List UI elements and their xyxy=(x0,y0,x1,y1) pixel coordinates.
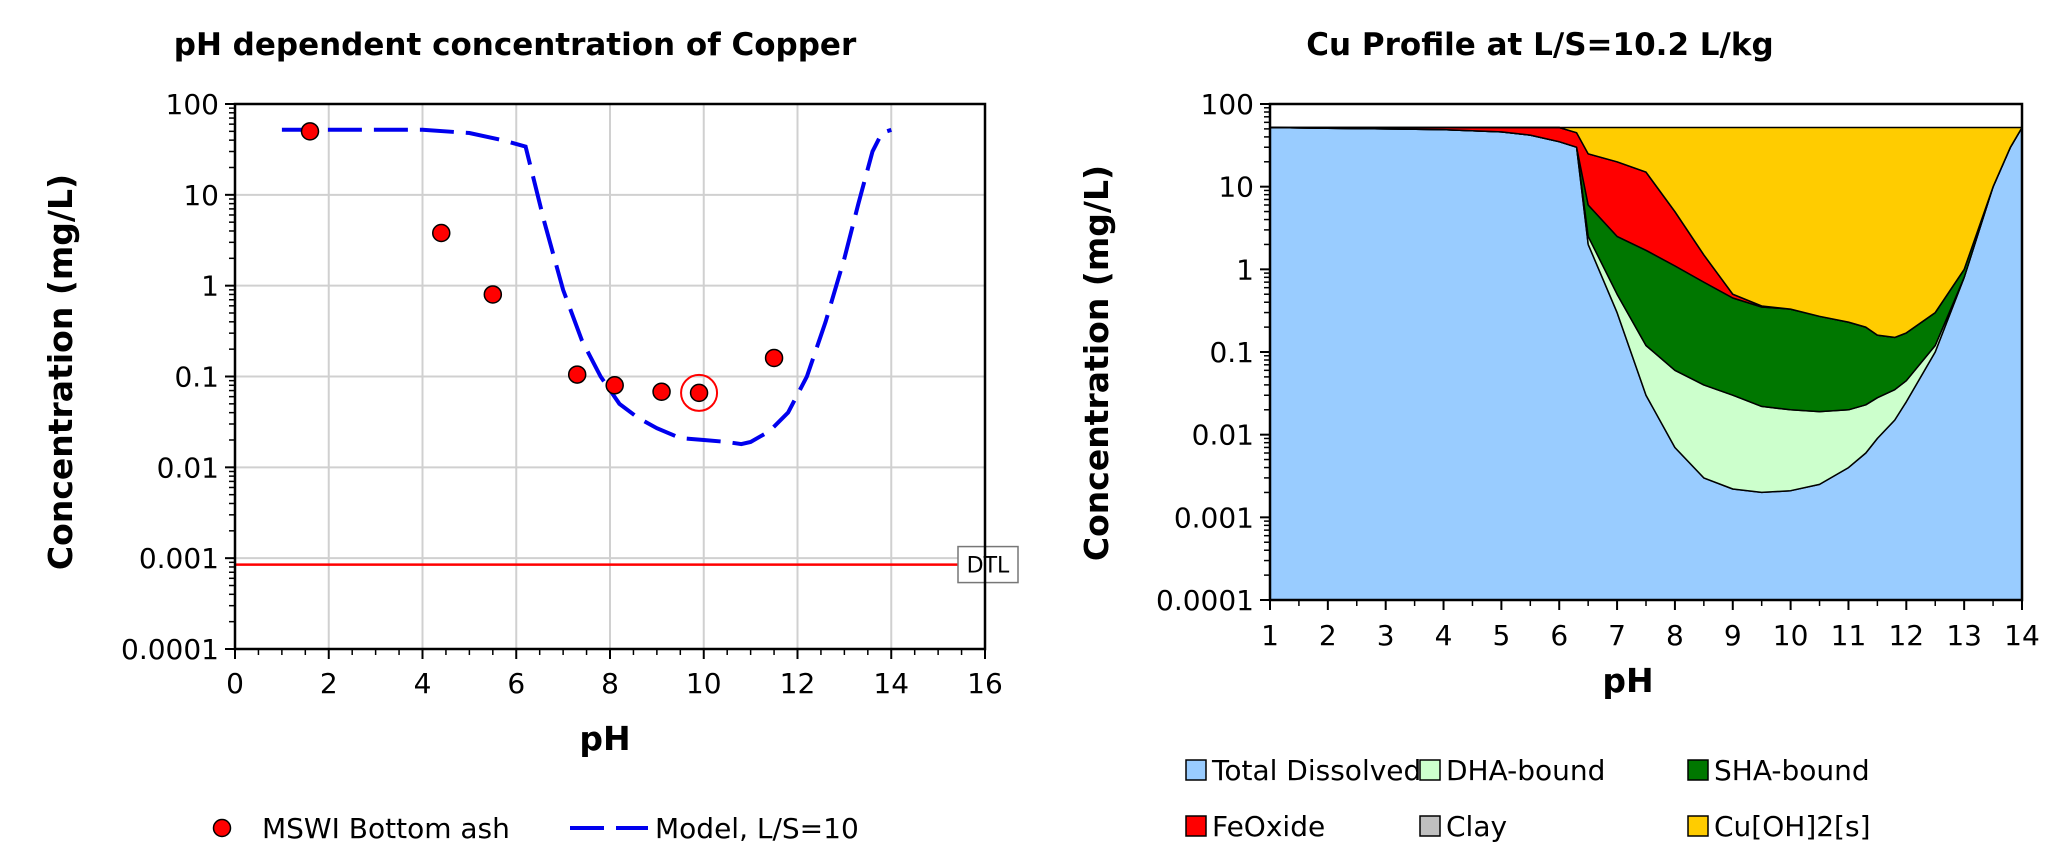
x-tick-label: 12 xyxy=(1888,619,1924,652)
data-point xyxy=(300,122,320,141)
x-tick-label: 1 xyxy=(1261,619,1279,652)
legend-label: Total Dissolved xyxy=(1211,754,1421,787)
legend-label-line: Model, L/S=10 xyxy=(655,812,859,845)
y-tick-label: 1 xyxy=(1236,253,1254,286)
left-axis-ticks: 0 2 4 6 8 10 12 14 16 0.0001 0.001 0.01 0.1 1 10 100 xyxy=(121,88,1003,700)
dtl-label-box xyxy=(957,545,1019,584)
x-tick-label: 16 xyxy=(967,667,1003,700)
x-tick-label: 10 xyxy=(686,667,722,700)
x-tick-label: 10 xyxy=(1773,619,1809,652)
y-tick-label: 0.1 xyxy=(1209,336,1254,369)
x-tick-label: 6 xyxy=(1550,619,1568,652)
x-tick-label: 9 xyxy=(1724,619,1742,652)
data-point xyxy=(567,365,587,384)
left-y-axis-title: Concentration (mg/L) xyxy=(41,174,80,570)
y-tick-label: 1 xyxy=(201,270,219,303)
y-tick-label: 0.01 xyxy=(157,451,219,484)
data-point xyxy=(432,223,451,243)
x-tick-label: 3 xyxy=(1377,619,1395,652)
x-tick-label: 13 xyxy=(1946,619,1982,652)
legend-swatch xyxy=(1185,759,1207,781)
legend-label: Clay xyxy=(1446,810,1507,843)
x-tick-label: 0 xyxy=(226,667,244,700)
y-tick-label: 0.001 xyxy=(139,542,219,575)
right-chart-title: Cu Profile at L/S=10.2 L/kg xyxy=(1306,27,1773,63)
legend-swatch xyxy=(1687,815,1709,837)
right-area-layers xyxy=(1270,104,2022,600)
y-tick-label: 100 xyxy=(166,88,219,121)
x-tick-label: 8 xyxy=(1666,619,1684,652)
y-tick-label: 10 xyxy=(183,179,219,212)
left-x-axis-title: pH xyxy=(579,719,630,758)
left-legend: MSWI Bottom ash Model, L/S=10 xyxy=(212,812,859,845)
legend-label: SHA-bound xyxy=(1714,754,1870,787)
x-tick-label: 12 xyxy=(780,667,816,700)
legend-swatch xyxy=(1185,815,1207,837)
right-chart: Cu Profile at L/S=10.2 L/kg 1 2 3 4 5 6 7 8 9 10 1… xyxy=(1077,27,2040,843)
legend-label: Cu[OH]2[s] xyxy=(1714,810,1871,843)
highlight-ring xyxy=(680,373,719,412)
data-point xyxy=(764,348,784,368)
right-x-axis-title: pH xyxy=(1602,661,1653,700)
area-cuoh2 xyxy=(1270,126,2022,339)
x-tick-label: 11 xyxy=(1831,619,1867,652)
dtl-label: DTL xyxy=(967,554,1010,579)
data-point xyxy=(689,383,709,403)
x-tick-label: 14 xyxy=(2004,619,2040,652)
y-tick-label: 0.01 xyxy=(1192,419,1254,452)
data-point xyxy=(605,376,624,395)
left-grid xyxy=(234,103,986,650)
x-tick-label: 14 xyxy=(873,667,909,700)
x-tick-label: 6 xyxy=(507,667,525,700)
y-tick-label: 0.1 xyxy=(174,361,219,394)
data-point xyxy=(483,285,503,304)
x-tick-label: 4 xyxy=(414,667,432,700)
left-series xyxy=(281,122,892,447)
right-area-stack xyxy=(1270,104,2022,600)
x-tick-label: 8 xyxy=(601,667,619,700)
data-point xyxy=(652,382,671,401)
x-tick-label: 7 xyxy=(1608,619,1626,652)
left-reference-line: DTL xyxy=(235,545,1019,584)
left-chart: pH dependent concentration of Copper DTL… xyxy=(41,27,1019,845)
x-tick-label: 2 xyxy=(320,667,338,700)
legend-swatch xyxy=(1419,815,1441,837)
legend-marker-points xyxy=(212,818,232,838)
legend-label-points: MSWI Bottom ash xyxy=(262,812,510,845)
x-tick-label: 4 xyxy=(1435,619,1453,652)
left-chart-title: pH dependent concentration of Copper xyxy=(174,27,857,63)
right-legend: Total Dissolved DHA-bound SHA-bound FeOxide… xyxy=(1185,754,1871,843)
right-y-axis-title: Concentration (mg/L) xyxy=(1077,165,1116,561)
legend-swatch xyxy=(1419,759,1441,781)
x-tick-label: 5 xyxy=(1492,619,1510,652)
model-line xyxy=(281,127,892,447)
y-tick-label: 0.0001 xyxy=(1156,584,1254,617)
legend-label: FeOxide xyxy=(1212,810,1325,843)
legend-swatch xyxy=(1687,759,1709,781)
y-tick-label: 100 xyxy=(1201,88,1254,121)
y-tick-label: 0.001 xyxy=(1174,501,1254,534)
y-tick-label: 0.0001 xyxy=(121,633,219,666)
x-tick-label: 2 xyxy=(1319,619,1337,652)
legend-label: DHA-bound xyxy=(1446,754,1605,787)
y-tick-label: 10 xyxy=(1218,171,1254,204)
right-axis-ticks: 1 2 3 4 5 6 7 8 9 10 11 12 13 140.00010.0010.010.1110… xyxy=(1156,88,2040,652)
